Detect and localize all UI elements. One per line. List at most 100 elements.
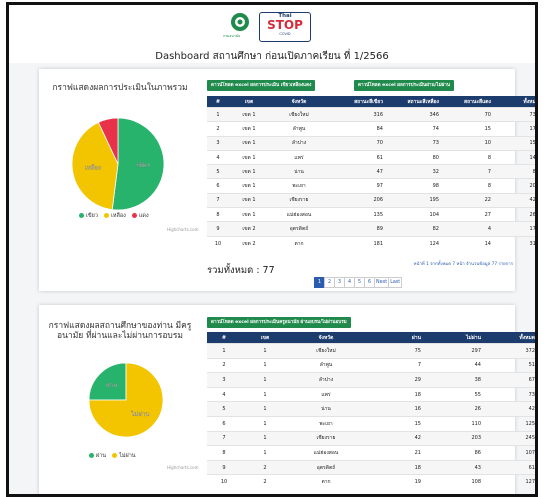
table-cell: เขต 1 [229,149,269,165]
table-cell: ลำพูน [269,121,329,137]
table-cell: แพร่ [289,386,363,402]
credit: Highcharts.com [167,227,199,232]
table-cell: 8 [441,178,493,194]
download-button[interactable]: ดาวน์โหลด excel ผลการประเมินครูอนามัย ผ่… [207,317,351,328]
table-cell: 26 [423,401,483,417]
legend-marker [89,453,94,458]
table-cell: 42 [483,401,535,417]
table-cell: 1 [241,401,289,417]
table-cell: 4 [207,386,241,402]
table-cell: เขต 1 [229,207,269,222]
table-cell: 86 [493,164,535,179]
table-cell: พะเยา [289,415,363,432]
table-cell: 2 [241,459,289,475]
table-cell: 74 [385,121,441,137]
table-cell: 70 [441,106,493,122]
table-row: 7 1 เชียงราย 42 203 245 [207,430,535,446]
chart-title: กราฟแสดงผลสถานศึกษาของท่าน มีครูอนามัย ท… [48,321,192,341]
table-cell: 4 [441,221,493,237]
table-cell: 89 [329,221,385,237]
table-cell: น่าน [269,164,329,179]
column-header: ไม่ผ่าน [423,332,483,344]
download-button[interactable]: ดาวน์โหลด excel ผลการประเมิน เขียวเหลือง… [207,80,316,91]
table-row: 1 1 เชียงใหม่ 75 297 372 [207,343,535,359]
page-button[interactable]: Last [388,277,403,288]
table-cell: เชียงราย [289,430,363,446]
logo-icon [231,13,249,31]
table-cell: 7 [363,357,423,373]
table-cell: 18 [363,459,423,475]
legend-label: แดง [138,213,149,219]
table-cell: 70 [329,135,385,151]
column-header: # [207,332,241,344]
table-cell: 86 [423,445,483,461]
table-cell: 6 [207,178,229,194]
slice-label: ไม่ผ่าน [130,410,149,418]
table-cell: ลำปาง [269,135,329,151]
table-cell: 16 [363,401,423,417]
legend: เขียว เหลือง แดง [73,212,149,220]
table-cell: เขต 1 [229,192,269,208]
table-cell: 175 [493,221,535,237]
download-button[interactable]: ดาวน์โหลด excel ผลการประเมินผ่าน/ไม่ผ่าน [354,80,455,91]
legend-marker [103,213,109,218]
table-cell: 67 [483,372,535,388]
table-cell: 29 [363,372,423,388]
table-cell: 6 [207,415,241,432]
table-cell: อุตรดิตถ์ [289,459,363,475]
table-cell: เชียงใหม่ [289,343,363,359]
table-row: 6 1 พะเยา 15 110 125 [207,415,535,432]
column-header: จังหวัด [289,332,363,344]
table-cell: 75 [363,343,423,359]
table-cell: 61 [329,149,385,165]
data-table: # เขต จังหวัด ผ่าน ไม่ผ่าน ทั้งหมด 1 1 เชียงใหม่… [207,332,535,490]
table-cell: 108 [423,474,483,490]
page-button[interactable]: Next [374,277,390,288]
table-cell: 55 [423,386,483,402]
panel: กราฟแสดงผลสถานศึกษาของท่าน มีครูอนามัย ท… [39,305,535,494]
table-cell: เชียงใหม่ [269,106,329,122]
table-cell: 51 [483,357,535,373]
table-row: 4 1 แพร่ 18 55 73 [207,386,535,402]
legend-marker [79,213,84,218]
header-row: # เขต จังหวัด ผ่าน ไม่ผ่าน ทั้งหมด [207,332,535,344]
screen: กรมอนามัย Thai STOP COVID Dashboard สถาน… [6,2,538,497]
table-cell: 8 [207,207,229,222]
table-cell: 203 [493,178,535,194]
table-cell: 97 [329,178,385,194]
table-cell: 297 [423,343,483,359]
table-cell: 82 [385,221,441,237]
table-cell: 27 [441,207,493,222]
table-cell: พะเยา [269,178,329,194]
table-cell: 73 [385,135,441,151]
table-cell: 1 [241,415,289,432]
table-cell: น่าน [289,401,363,417]
table-cell: 1 [241,445,289,461]
table-cell: 8 [441,149,493,165]
table-cell: 15 [441,121,493,137]
table-cell: แม่ฮ่องสอน [289,445,363,461]
pie-chart: เขียว เหลือง [71,117,165,211]
page-info: หน้าที่ 1 จากทั้งหมด 7 หน้า จำนวนข้อมูล … [413,262,513,267]
credit: Highcharts.com [167,465,199,470]
table-cell: 10 [207,474,241,490]
table-cell: 153 [493,135,535,151]
pie-slice [111,117,165,211]
legend-label: เหลือง [110,213,126,219]
table-cell: 84 [329,121,385,137]
table-cell: 149 [493,149,535,165]
table-cell: 2 [207,121,229,137]
pie-slice [88,362,164,438]
table-row: 10 2 ตาก 19 108 127 [207,474,535,490]
table-cell: 124 [385,235,441,251]
table-cell: 110 [423,415,483,432]
table-cell: 47 [329,164,385,179]
data-table: # เขต จังหวัด สถานะสีเขียว สถานะสีเหลือง สถาน… [207,96,535,251]
table-cell: 43 [423,459,483,475]
table-cell: 104 [385,207,441,222]
table-cell: 61 [483,459,535,475]
table-cell: 7 [207,192,229,208]
